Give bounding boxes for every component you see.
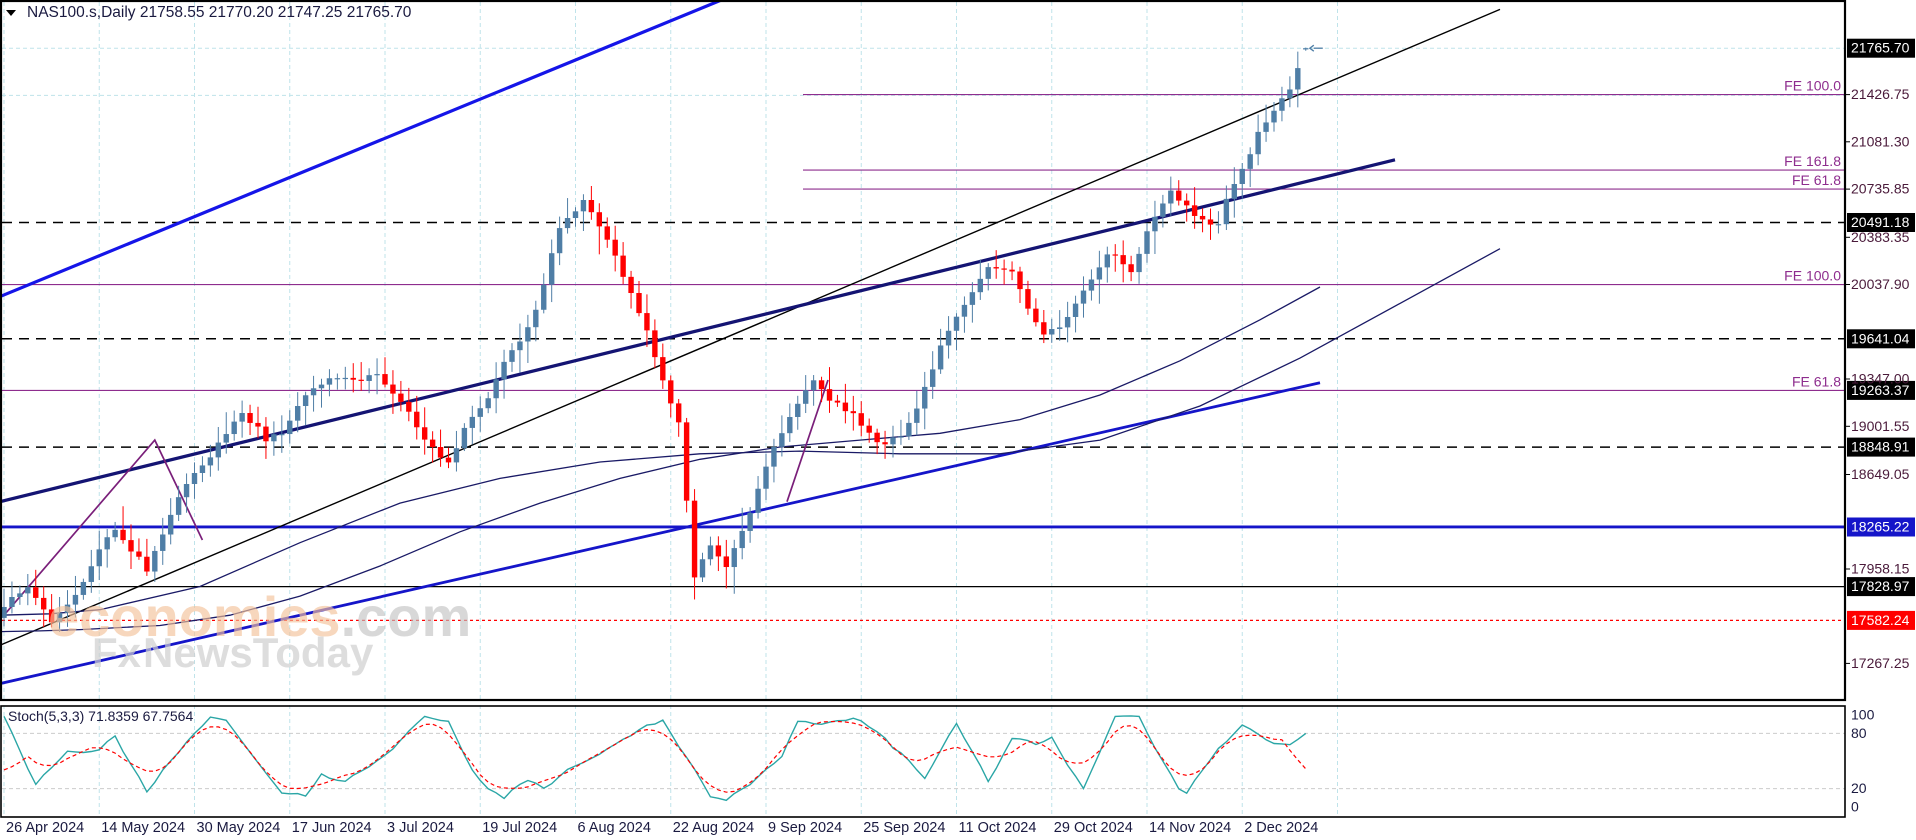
svg-text:18649.05: 18649.05 (1851, 466, 1910, 482)
svg-text:20037.90: 20037.90 (1851, 276, 1910, 292)
svg-text:17958.15: 17958.15 (1851, 561, 1910, 577)
svg-text:100: 100 (1851, 707, 1875, 723)
svg-text:17 Jun 2024: 17 Jun 2024 (292, 820, 372, 836)
svg-text:21426.75: 21426.75 (1851, 86, 1910, 102)
svg-text:FE 161.8: FE 161.8 (1784, 153, 1841, 169)
svg-text:18265.22: 18265.22 (1851, 519, 1910, 535)
svg-text:29 Oct 2024: 29 Oct 2024 (1054, 820, 1133, 836)
svg-text:NAS100.s,Daily 21758.55 217: NAS100.s,Daily 21758.55 21770.20 21747.2… (27, 4, 412, 21)
svg-text:19347.00: 19347.00 (1851, 371, 1910, 387)
svg-text:21081.30: 21081.30 (1851, 133, 1910, 149)
svg-text:80: 80 (1851, 725, 1867, 741)
svg-text:FxNewsToday: FxNewsToday (92, 629, 374, 676)
svg-text:FE 61.8: FE 61.8 (1792, 172, 1841, 188)
svg-text:19001.55: 19001.55 (1851, 418, 1910, 434)
svg-text:17267.25: 17267.25 (1851, 655, 1910, 671)
svg-text:25 Sep 2024: 25 Sep 2024 (863, 820, 945, 836)
svg-text:17828.97: 17828.97 (1851, 578, 1910, 594)
svg-text:2 Dec 2024: 2 Dec 2024 (1244, 820, 1318, 836)
svg-text:FE 100.0: FE 100.0 (1784, 268, 1841, 284)
svg-text:17582.24: 17582.24 (1851, 612, 1910, 628)
svg-text:9 Sep 2024: 9 Sep 2024 (768, 820, 842, 836)
svg-text:11 Oct 2024: 11 Oct 2024 (959, 820, 1037, 836)
svg-text:FE 100.0: FE 100.0 (1784, 78, 1841, 94)
svg-text:20491.18: 20491.18 (1851, 214, 1910, 230)
svg-text:20735.85: 20735.85 (1851, 181, 1910, 197)
svg-text:30 May 2024: 30 May 2024 (197, 820, 281, 836)
svg-text:20383.35: 20383.35 (1851, 229, 1910, 245)
svg-text:6 Aug 2024: 6 Aug 2024 (578, 820, 651, 836)
svg-text:19 Jul 2024: 19 Jul 2024 (482, 820, 557, 836)
svg-text:0: 0 (1851, 799, 1859, 815)
svg-text:14 Nov 2024: 14 Nov 2024 (1149, 820, 1231, 836)
svg-text:18848.91: 18848.91 (1851, 439, 1910, 455)
svg-text:20: 20 (1851, 780, 1867, 796)
svg-text:19641.04: 19641.04 (1851, 330, 1910, 346)
svg-text:FE 61.8: FE 61.8 (1792, 373, 1841, 389)
svg-text:26 Apr 2024: 26 Apr 2024 (6, 820, 84, 836)
svg-text:3 Jul 2024: 3 Jul 2024 (387, 820, 454, 836)
svg-text:22 Aug 2024: 22 Aug 2024 (673, 820, 754, 836)
svg-text:Stoch(5,3,3) 71.8359 67.7564: Stoch(5,3,3) 71.8359 67.7564 (8, 708, 193, 724)
svg-text:14 May 2024: 14 May 2024 (101, 820, 185, 836)
svg-text:21765.70: 21765.70 (1851, 40, 1910, 56)
